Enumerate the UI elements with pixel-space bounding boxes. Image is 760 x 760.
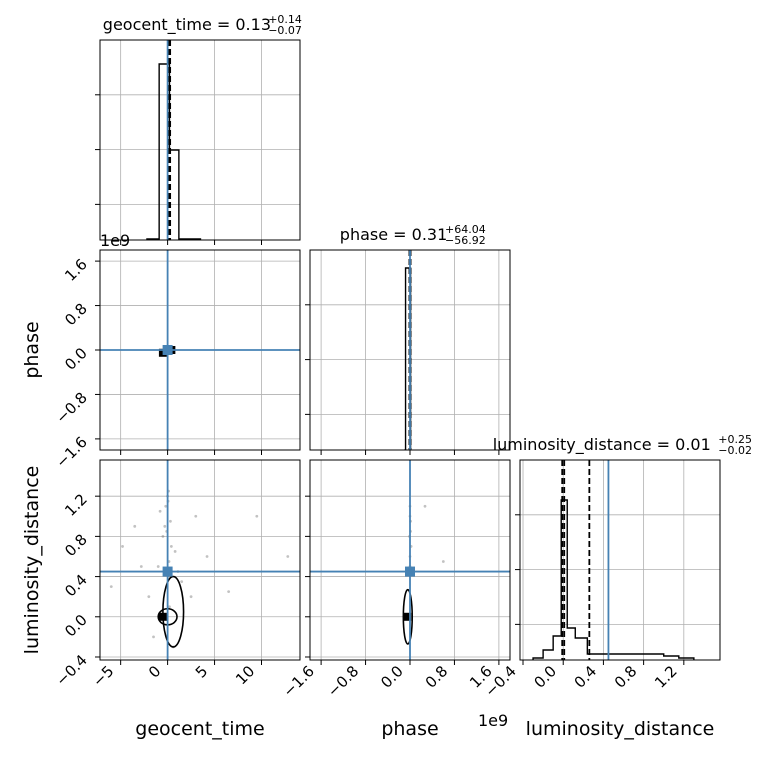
panel-plot-area <box>100 460 300 660</box>
x-tick-label: 1.2 <box>651 662 681 692</box>
title-phase: phase = 0.31 <box>340 225 447 244</box>
scatter-point <box>173 550 177 553</box>
title-phase-minus: −56.92 <box>445 234 486 247</box>
scatter-point <box>158 509 162 513</box>
y-tick-label: 0.8 <box>61 300 91 330</box>
x-axis-label-geocent_time: geocent_time <box>135 718 264 740</box>
title-geocent_time-plus: +0.14 <box>268 13 302 26</box>
panel-frame <box>519 459 721 661</box>
scatter-point <box>163 524 167 528</box>
truth-marker <box>405 566 415 577</box>
scatter-point <box>194 514 198 518</box>
y-tick-label: 0.0 <box>61 344 91 374</box>
x-tick-label: 10 <box>232 662 258 688</box>
scatter-point <box>227 590 231 594</box>
panel-luminosity_distance-luminosity_distance: −0.4 0.0 0.4 0.8 1.2 <box>481 459 721 701</box>
y-axis-label-luminosity_distance: luminosity_distance <box>21 466 43 655</box>
panel-plot-area <box>100 250 300 450</box>
truth-marker <box>162 566 173 577</box>
scatter-point <box>189 595 193 599</box>
scatter-point <box>152 635 155 639</box>
y-tick-label: 1.6 <box>61 255 91 285</box>
offset-label-phase: 1e9 <box>100 231 130 250</box>
panel-frame <box>99 249 301 451</box>
x-tick-label: −1.6 <box>279 662 317 700</box>
y-tick-label: −0.8 <box>52 389 90 427</box>
scatter-point <box>147 595 151 599</box>
scatter-point <box>205 555 209 558</box>
title-geocent_time: geocent_time = 0.13 <box>103 15 271 35</box>
scatter-point <box>169 519 172 523</box>
density-block <box>403 612 412 621</box>
y-tick-label: 0.0 <box>61 611 91 641</box>
y-axis-label-phase: phase <box>21 321 43 378</box>
title-luminosity_distance: luminosity_distance = 0.01 <box>493 435 711 455</box>
panel-geocent_time-luminosity_distance: −5 0 5 10 −0.4 0.0 0.4 0.8 1.2 <box>52 459 301 690</box>
histogram-luminosity_distance <box>532 499 695 660</box>
x-tick-label: −0.8 <box>324 662 362 700</box>
panel-phase-phase <box>305 249 511 455</box>
histogram-geocent_time <box>146 63 202 240</box>
panel-plot-area <box>310 250 510 450</box>
contour-line <box>162 575 185 648</box>
x-axis-label-phase: phase <box>381 718 438 740</box>
x-axis-label-luminosity_distance: luminosity_distance <box>526 718 715 740</box>
scatter-point <box>133 524 137 528</box>
panel-frame <box>309 459 511 661</box>
scatter-point <box>423 504 427 508</box>
y-tick-label: −0.4 <box>52 651 90 689</box>
panel-phase-luminosity_distance: −1.6 −0.8 0.0 0.8 1.6 <box>279 459 511 701</box>
panel-plot-area <box>100 40 300 240</box>
panel-geocent_time-geocent_time <box>95 39 301 245</box>
scatter-point <box>139 565 143 568</box>
scatter-point <box>180 580 184 584</box>
x-tick-label: 5 <box>192 662 211 681</box>
scatter-point <box>255 514 259 518</box>
offset-label-luminosity-distance: 1e9 <box>478 711 508 730</box>
panel-plot-area <box>520 460 720 660</box>
x-tick-label: 0.4 <box>571 662 601 692</box>
y-tick-label: 0.4 <box>61 571 91 601</box>
x-tick-label: −5 <box>89 662 117 690</box>
scatter-point <box>169 545 173 548</box>
x-tick-label: 0.8 <box>611 662 641 692</box>
scatter-point <box>156 565 160 568</box>
y-tick-label: 1.2 <box>61 490 91 520</box>
scatter-point <box>441 560 445 563</box>
x-tick-label: 0.8 <box>422 662 452 692</box>
panel-plot-area <box>310 460 510 660</box>
x-tick-label: 0 <box>145 662 164 681</box>
y-tick-label: −1.6 <box>52 433 90 471</box>
truth-marker <box>162 345 173 355</box>
panel-frame <box>309 249 511 451</box>
title-luminosity_distance-plus: +0.25 <box>718 433 752 446</box>
panel-frame <box>99 39 301 241</box>
scatter-point <box>164 504 168 508</box>
title-phase-plus: +64.04 <box>445 223 486 236</box>
title-geocent_time-minus: −0.07 <box>268 24 302 37</box>
scatter-point <box>109 585 113 589</box>
scatter-point <box>286 555 290 558</box>
panel-geocent_time-phase: −1.6 −0.8 0.0 0.8 1.6 <box>52 249 301 471</box>
x-tick-label: 0.0 <box>377 662 407 692</box>
scatter-point <box>161 534 165 538</box>
title-luminosity_distance-minus: −0.02 <box>718 444 752 457</box>
y-tick-label: 0.8 <box>61 530 91 560</box>
x-tick-label: 0.0 <box>530 662 560 692</box>
panel-frame <box>99 459 301 661</box>
scatter-point <box>121 545 124 548</box>
contour-line <box>402 588 414 645</box>
scatter-point <box>168 605 171 609</box>
